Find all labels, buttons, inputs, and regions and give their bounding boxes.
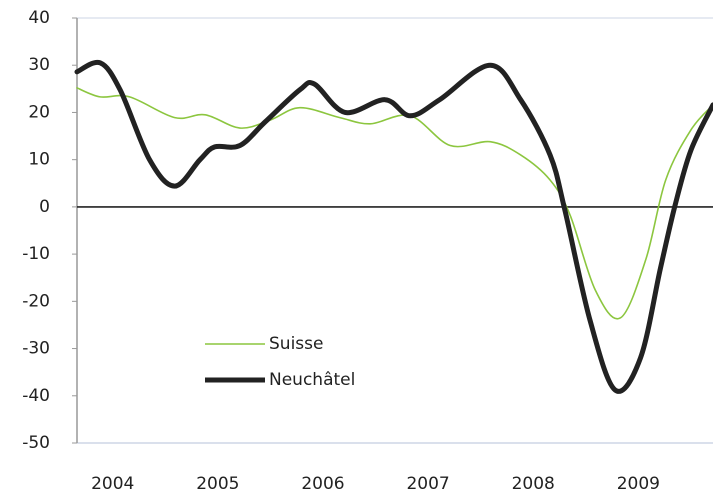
y-tick-label: -10 xyxy=(22,244,50,264)
legend-label: Suisse xyxy=(269,334,323,354)
x-tick-label: 2008 xyxy=(512,474,555,494)
y-tick-label: 20 xyxy=(28,102,50,122)
y-tick-label: 0 xyxy=(39,197,50,217)
y-tick-label: -50 xyxy=(22,433,50,453)
y-tick-label: 10 xyxy=(28,150,50,170)
y-tick-label: -40 xyxy=(22,386,50,406)
series-line xyxy=(74,59,713,394)
y-tick-label: -20 xyxy=(22,291,50,311)
x-tick-label: 2005 xyxy=(196,474,239,494)
y-tick-label: 30 xyxy=(28,55,50,75)
x-tick-label: 2007 xyxy=(406,474,449,494)
x-tick-label: 2009 xyxy=(617,474,660,494)
legend-label: Neuchâtel xyxy=(269,370,355,390)
x-tick-label: 2004 xyxy=(91,474,134,494)
series-line xyxy=(76,87,713,320)
y-tick-label: 40 xyxy=(28,8,50,28)
y-tick-label: -30 xyxy=(22,339,50,359)
x-tick-label: 2006 xyxy=(301,474,344,494)
